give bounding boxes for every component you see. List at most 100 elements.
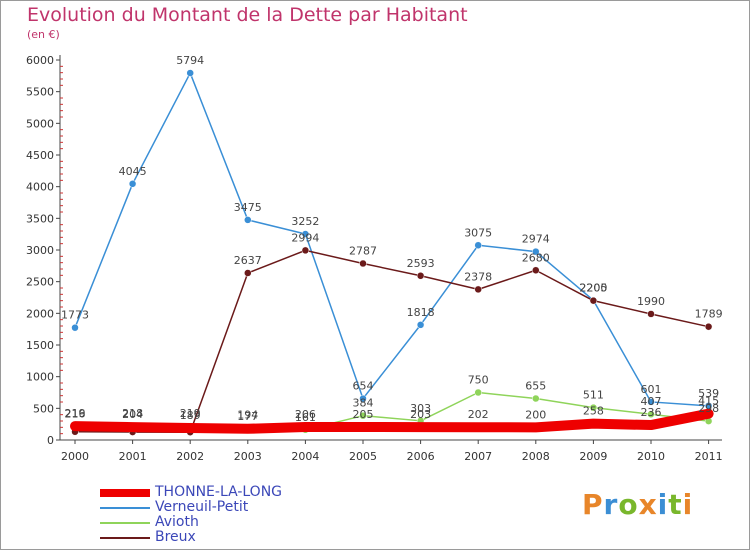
data-point[interactable] xyxy=(359,394,367,403)
x-tick-label: 2004 xyxy=(291,450,319,463)
data-label: 1773 xyxy=(61,309,89,322)
data-label: 2637 xyxy=(234,254,262,267)
data-label: 2205 xyxy=(579,281,607,294)
x-tick-label: 2005 xyxy=(349,450,377,463)
data-label: 1818 xyxy=(407,306,435,319)
y-tick-label: 3000 xyxy=(26,244,54,257)
data-point[interactable] xyxy=(532,266,540,275)
y-tick-label: 5500 xyxy=(26,86,54,99)
data-point[interactable] xyxy=(71,323,79,332)
y-tick-label: 6000 xyxy=(26,54,54,67)
chart-title: Evolution du Montant de la Dette par Hab… xyxy=(27,4,468,26)
data-label: 2974 xyxy=(522,233,550,246)
y-tick-label: 1000 xyxy=(26,371,54,384)
data-point[interactable] xyxy=(647,410,655,418)
chart-subtitle: (en €) xyxy=(27,28,60,41)
data-point[interactable] xyxy=(244,269,252,277)
y-tick-label: 5000 xyxy=(26,117,54,130)
x-tick-label: 2006 xyxy=(407,450,435,463)
data-label: 194 xyxy=(237,409,258,422)
y-tick-label: 0 xyxy=(47,434,54,447)
legend-swatch-verneuil xyxy=(100,507,150,509)
x-tick-label: 2011 xyxy=(695,450,723,463)
data-point[interactable] xyxy=(647,398,655,406)
data-point[interactable] xyxy=(416,272,425,280)
data-label: 2994 xyxy=(291,231,319,244)
legend-swatch-breux xyxy=(100,537,150,539)
data-label: 655 xyxy=(525,380,546,393)
data-point[interactable] xyxy=(474,241,482,249)
data-label: 189 xyxy=(180,409,201,422)
data-label: 200 xyxy=(525,408,546,421)
legend-swatch-thonne xyxy=(100,489,150,497)
data-label: 3252 xyxy=(291,215,319,228)
x-tick-label: 2001 xyxy=(119,450,147,463)
logo-letter: i xyxy=(682,488,694,521)
logo-letter: i xyxy=(657,488,669,521)
x-tick-label: 2002 xyxy=(176,450,204,463)
proxiti-logo[interactable]: Proxiti xyxy=(582,488,693,521)
data-label: 202 xyxy=(468,408,489,421)
legend-label-verneuil: Verneuil-Petit xyxy=(155,499,249,515)
data-label: 203 xyxy=(410,408,431,421)
data-point[interactable] xyxy=(359,411,367,420)
data-point[interactable] xyxy=(589,403,598,412)
data-point[interactable] xyxy=(416,321,425,329)
data-label: 1789 xyxy=(695,308,723,321)
data-point[interactable] xyxy=(532,247,540,256)
data-point[interactable] xyxy=(589,296,598,305)
data-label: 5794 xyxy=(176,54,204,67)
y-tick-label: 4500 xyxy=(26,149,54,162)
data-label: 4045 xyxy=(119,165,147,178)
data-point[interactable] xyxy=(186,69,194,77)
data-point[interactable] xyxy=(704,322,713,331)
data-label: 1990 xyxy=(637,295,665,308)
data-label: 2378 xyxy=(464,270,492,283)
series-line-breux[interactable] xyxy=(74,249,710,433)
data-label: 236 xyxy=(641,406,662,419)
data-point[interactable] xyxy=(647,310,655,318)
data-point[interactable] xyxy=(128,180,137,188)
data-label: 303 xyxy=(410,402,431,415)
data-point[interactable] xyxy=(359,259,367,268)
x-tick-label: 2003 xyxy=(234,450,262,463)
data-label: 750 xyxy=(468,374,489,387)
data-label: 216 xyxy=(65,407,86,420)
data-label: 2787 xyxy=(349,244,377,257)
data-point[interactable] xyxy=(474,285,482,294)
series-line-verneuil-petit[interactable] xyxy=(74,72,710,407)
data-label: 205 xyxy=(353,408,374,421)
logo-letter: x xyxy=(638,488,658,521)
logo-letter: r xyxy=(603,488,619,521)
x-tick-label: 2000 xyxy=(61,450,89,463)
data-label: 177 xyxy=(237,410,258,423)
data-label: 601 xyxy=(641,383,662,396)
data-point[interactable] xyxy=(244,216,252,224)
x-tick-label: 2007 xyxy=(464,450,492,463)
y-tick-label: 500 xyxy=(33,402,54,415)
data-label: 407 xyxy=(641,395,662,408)
y-tick-label: 2000 xyxy=(26,307,54,320)
x-tick-label: 2010 xyxy=(637,450,665,463)
legend-swatch-avioth xyxy=(100,522,150,524)
data-label: 204 xyxy=(122,408,143,421)
y-tick-label: 3500 xyxy=(26,212,54,225)
series-line-thonne-la-long[interactable] xyxy=(70,408,714,434)
data-point[interactable] xyxy=(301,230,310,238)
data-label: 219 xyxy=(65,407,86,420)
y-tick-label: 4000 xyxy=(26,181,54,194)
data-label: 258 xyxy=(583,405,604,418)
x-tick-label: 2009 xyxy=(579,450,607,463)
legend-label-avioth: Avioth xyxy=(155,514,199,530)
data-label: 2680 xyxy=(522,251,550,264)
data-label: 206 xyxy=(295,408,316,421)
data-label: 2200 xyxy=(579,282,607,295)
data-point[interactable] xyxy=(301,246,310,255)
data-point[interactable] xyxy=(532,394,540,403)
data-point[interactable] xyxy=(474,388,482,397)
data-label: 219 xyxy=(180,407,201,420)
data-label: 218 xyxy=(122,407,143,420)
data-label: 161 xyxy=(295,411,316,424)
